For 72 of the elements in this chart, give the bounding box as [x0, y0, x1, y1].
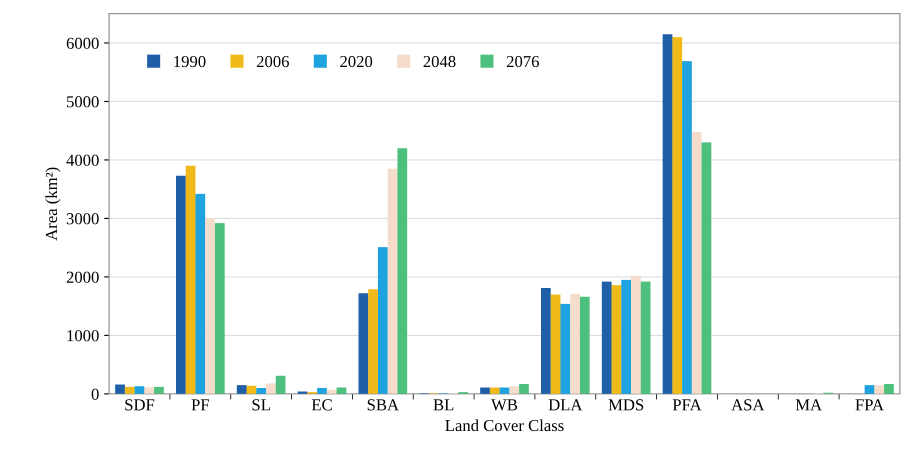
y-tick-label: 1000: [67, 330, 99, 342]
bar: [115, 384, 125, 394]
y-tick-label: 6000: [66, 38, 99, 49]
bar: [672, 37, 682, 394]
bar: [336, 387, 346, 394]
y-axis-title: Area (km²): [45, 168, 60, 241]
bar: [195, 194, 206, 394]
y-tick-label: 3000: [66, 213, 99, 224]
x-tick-label: PFA: [672, 399, 702, 410]
bar: [378, 247, 388, 394]
x-tick-label: MDS: [608, 399, 644, 410]
x-tick-label: DLA: [548, 399, 582, 410]
bar: [368, 289, 378, 394]
x-tick-label: SDF: [125, 399, 154, 410]
bar: [560, 304, 570, 394]
bar: [884, 384, 894, 394]
x-tick-label: BL: [433, 399, 454, 410]
bar: [580, 296, 590, 394]
bar: [640, 282, 650, 394]
bar: [236, 385, 247, 394]
bar: [550, 294, 560, 394]
bar: [702, 142, 712, 394]
bar: [266, 383, 276, 394]
y-tick-label: 5000: [66, 96, 99, 108]
bar: [874, 385, 884, 394]
bar: [388, 168, 398, 394]
bar: [621, 280, 632, 394]
legend-label: 2048: [424, 56, 456, 68]
y-tick-label: 2000: [66, 272, 99, 283]
bar: [519, 384, 529, 394]
bar: [256, 388, 266, 394]
bar: [358, 293, 368, 394]
bar: [276, 376, 286, 394]
bar: [602, 282, 612, 394]
x-tick-label: MA: [796, 399, 822, 410]
y-tick-label: 4000: [66, 154, 99, 166]
bar: [154, 386, 164, 394]
bar: [500, 387, 510, 394]
bar: [480, 387, 490, 394]
bar: [509, 386, 520, 394]
x-tick-label: SL: [252, 399, 270, 410]
x-tick-label: SBA: [368, 399, 399, 410]
y-tick-label: 0: [92, 388, 99, 400]
legend-label: 2006: [256, 56, 289, 68]
bar: [570, 294, 580, 394]
x-tick-label: EC: [312, 399, 332, 410]
bar: [490, 387, 500, 394]
bar: [317, 388, 327, 394]
legend-label: 2020: [340, 56, 372, 68]
x-tick-label: ASA: [731, 399, 764, 410]
bar: [631, 276, 641, 394]
bar: [682, 61, 692, 394]
x-tick-label: WB: [491, 399, 518, 411]
bar: [540, 288, 551, 394]
bar: [134, 386, 144, 394]
bar: [205, 218, 215, 394]
x-axis-title: Land Cover Class: [445, 419, 564, 432]
bar: [246, 386, 256, 394]
bar: [662, 34, 672, 394]
bar: [176, 176, 186, 394]
bar: [124, 386, 135, 394]
bar: [214, 223, 225, 394]
bar: [864, 385, 874, 394]
x-tick-label: FPA: [855, 399, 884, 410]
bar: [186, 166, 196, 394]
legend-label: 2076: [506, 56, 539, 68]
bar: [692, 132, 702, 394]
bar: [144, 387, 154, 394]
x-tick-label: PF: [192, 399, 209, 410]
bar: [612, 285, 622, 394]
bar: [397, 148, 408, 394]
legend-label: 1990: [174, 56, 206, 68]
